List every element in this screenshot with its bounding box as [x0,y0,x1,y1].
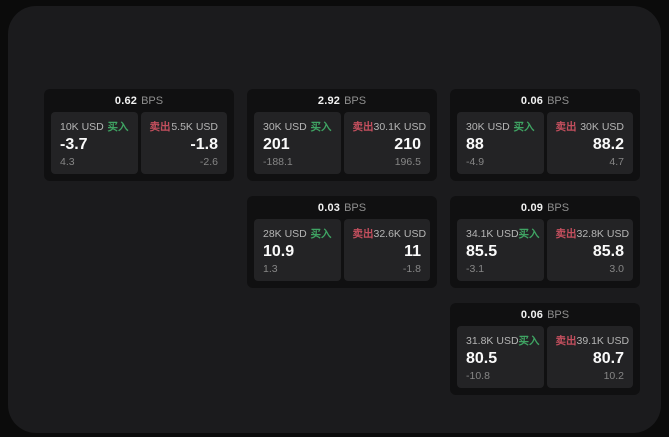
card-body: 10K USD 买入 -3.7 4.3 卖出 5.5K USD -1.8 -2.… [44,112,234,174]
sell-change: -1.8 [402,263,421,275]
buy-amount: 34.1K USD [466,227,519,240]
sell-tile[interactable]: 卖出 5.5K USD -1.8 -2.6 [140,112,227,174]
buy-amount: 31.8K USD [466,334,519,347]
buy-change: -3.1 [466,263,485,275]
sell-label: 卖出 [352,228,374,240]
buy-amount: 10K USD [60,120,104,133]
buy-tile[interactable]: 31.8K USD 买入 80.5 -10.8 [457,326,544,388]
sell-change: 4.7 [609,156,624,168]
bps-unit: BPS [344,201,367,214]
quote-card[interactable]: 2.92 BPS 30K USD 买入 201 -188.1 卖出 30.1K … [247,89,437,181]
sell-amount: 30K USD [580,120,624,133]
sell-tile[interactable]: 卖出 30K USD 88.2 4.7 [546,112,633,174]
buy-label: 买入 [513,121,535,133]
buy-tile[interactable]: 10K USD 买入 -3.7 4.3 [51,112,138,174]
buy-amount: 30K USD [466,120,510,133]
card-body: 28K USD 买入 10.9 1.3 卖出 32.6K USD 11 -1.8 [247,219,437,281]
buy-label: 买入 [518,228,540,240]
sell-change: 196.5 [394,156,421,168]
buy-tile[interactable]: 34.1K USD 买入 85.5 -3.1 [457,219,544,281]
bps-value: 0.62 [114,94,138,107]
buy-price: -3.7 [60,136,88,153]
sell-amount: 39.1K USD [576,334,630,347]
sell-price: 85.8 [592,243,624,260]
sell-change: 3.0 [609,263,624,275]
buy-price: 88 [466,136,484,153]
buy-tile[interactable]: 28K USD 买入 10.9 1.3 [254,219,341,281]
sell-tile[interactable]: 卖出 30.1K USD 210 196.5 [343,112,430,174]
sell-amount: 30.1K USD [373,120,427,133]
card-header: 0.03 BPS [247,196,437,219]
quotes-panel: 0.62 BPS 10K USD 买入 -3.7 4.3 卖出 5.5K USD… [8,6,661,433]
bps-unit: BPS [547,94,570,107]
card-header: 0.62 BPS [44,89,234,112]
quote-card[interactable]: 0.06 BPS 30K USD 买入 88 -4.9 卖出 30K USD 8… [450,89,640,181]
sell-tile[interactable]: 卖出 39.1K USD 80.7 10.2 [546,326,633,388]
buy-label: 买入 [310,121,332,133]
buy-amount: 30K USD [263,120,307,133]
quote-card[interactable]: 0.62 BPS 10K USD 买入 -3.7 4.3 卖出 5.5K USD… [44,89,234,181]
card-header: 0.06 BPS [450,303,640,326]
bps-unit: BPS [344,94,367,107]
sell-label: 卖出 [149,121,171,133]
sell-amount: 32.6K USD [373,227,427,240]
card-body: 31.8K USD 买入 80.5 -10.8 卖出 39.1K USD 80.… [450,326,640,388]
sell-price: -1.8 [190,136,218,153]
bps-value: 0.03 [317,201,341,214]
buy-tile[interactable]: 30K USD 买入 201 -188.1 [254,112,341,174]
bps-value: 0.06 [520,308,544,321]
buy-price: 80.5 [466,350,498,367]
buy-change: -10.8 [466,370,490,382]
bps-value: 2.92 [317,94,341,107]
sell-tile[interactable]: 卖出 32.8K USD 85.8 3.0 [546,219,633,281]
sell-label: 卖出 [555,228,577,240]
card-body: 30K USD 买入 88 -4.9 卖出 30K USD 88.2 4.7 [450,112,640,174]
buy-change: -188.1 [263,156,293,168]
buy-price: 85.5 [466,243,498,260]
quote-card[interactable]: 0.03 BPS 28K USD 买入 10.9 1.3 卖出 32.6K US… [247,196,437,288]
buy-change: 1.3 [263,263,278,275]
bps-unit: BPS [141,94,164,107]
buy-tile[interactable]: 30K USD 买入 88 -4.9 [457,112,544,174]
sell-label: 卖出 [352,121,374,133]
sell-change: -2.6 [199,156,218,168]
sell-tile[interactable]: 卖出 32.6K USD 11 -1.8 [343,219,430,281]
buy-amount: 28K USD [263,227,307,240]
bps-value: 0.09 [520,201,544,214]
buy-price: 201 [263,136,290,153]
sell-price: 88.2 [592,136,624,153]
quote-card[interactable]: 0.09 BPS 34.1K USD 买入 85.5 -3.1 卖出 32.8K… [450,196,640,288]
buy-price: 10.9 [263,243,295,260]
sell-label: 卖出 [555,121,577,133]
card-body: 34.1K USD 买入 85.5 -3.1 卖出 32.8K USD 85.8… [450,219,640,281]
buy-change: -4.9 [466,156,485,168]
sell-price: 210 [394,136,421,153]
sell-amount: 32.8K USD [576,227,630,240]
buy-label: 买入 [518,335,540,347]
sell-price: 11 [404,243,421,260]
bps-unit: BPS [547,201,570,214]
buy-change: 4.3 [60,156,75,168]
card-body: 30K USD 买入 201 -188.1 卖出 30.1K USD 210 1… [247,112,437,174]
sell-price: 80.7 [592,350,624,367]
sell-change: 10.2 [603,370,624,382]
quote-card[interactable]: 0.06 BPS 31.8K USD 买入 80.5 -10.8 卖出 39.1… [450,303,640,395]
sell-amount: 5.5K USD [171,120,218,133]
buy-label: 买入 [107,121,129,133]
bps-unit: BPS [547,308,570,321]
card-header: 0.06 BPS [450,89,640,112]
card-header: 2.92 BPS [247,89,437,112]
buy-label: 买入 [310,228,332,240]
card-header: 0.09 BPS [450,196,640,219]
sell-label: 卖出 [555,335,577,347]
bps-value: 0.06 [520,94,544,107]
